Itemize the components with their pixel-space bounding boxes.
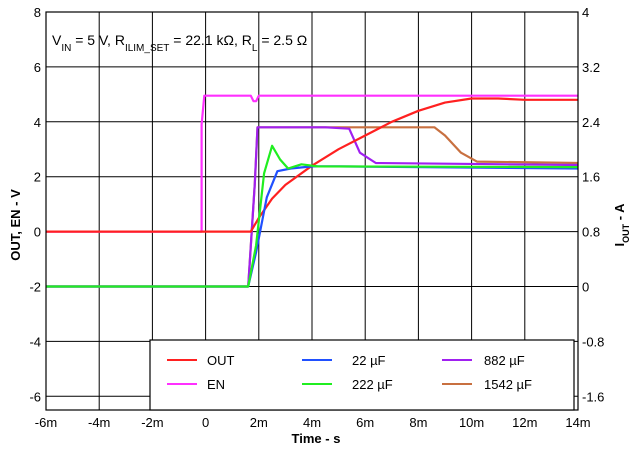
x-tick-label: 0 — [202, 415, 209, 430]
legend-label-222uf: 222 µF — [352, 377, 393, 392]
series-line-222-f — [46, 144, 579, 288]
right-y-tick-label: 2.4 — [582, 115, 600, 130]
annotation: VIN = 5 V, RILIM_SET = 22.1 kΩ, RL = 2.5… — [52, 32, 307, 54]
x-tick-label: -4m — [88, 415, 110, 430]
x-tick-label: 10m — [459, 415, 484, 430]
right-y-tick-label: -0.8 — [582, 334, 604, 349]
left-y-tick-label: -6 — [29, 389, 41, 404]
left-y-axis-title: OUT, EN - V — [8, 189, 23, 261]
left-y-axis-ticks: 8 6 4 2 0 -2 -4 -6 — [29, 5, 41, 404]
left-y-tick-label: 2 — [34, 170, 41, 185]
right-y-tick-label: 1.6 — [582, 170, 600, 185]
right-y-axis-title: IOUT - A — [612, 203, 631, 247]
right-y-tick-label: 4 — [582, 5, 589, 20]
x-tick-label: -2m — [141, 415, 163, 430]
left-y-tick-label: -4 — [29, 334, 41, 349]
left-y-tick-label: 8 — [34, 5, 41, 20]
x-tick-label: 8m — [409, 415, 427, 430]
series-line-out — [46, 97, 578, 233]
x-tick-label: 4m — [303, 415, 321, 430]
left-y-tick-label: 6 — [34, 60, 41, 75]
right-y-tick-label: 0 — [582, 279, 589, 294]
legend-label-882uf: 882 µF — [484, 353, 525, 368]
legend-box — [149, 339, 575, 411]
legend: OUT EN 22 µF 222 µF 882 µF 1542 µF — [149, 339, 575, 411]
right-y-tick-label: 0.8 — [582, 225, 600, 240]
left-y-tick-label: 0 — [34, 225, 41, 240]
series-line-882-f — [46, 126, 579, 288]
legend-label-en: EN — [207, 377, 225, 392]
right-y-tick-label: -1.6 — [582, 389, 604, 404]
left-y-tick-label: -2 — [29, 279, 41, 294]
right-y-tick-label: 3.2 — [582, 60, 600, 75]
right-y-axis-ticks: 4 3.2 2.4 1.6 0.8 0 -0.8 -1.6 — [582, 5, 604, 404]
x-tick-label: 2m — [250, 415, 268, 430]
legend-label-22uf: 22 µF — [352, 353, 386, 368]
series-line-en — [46, 94, 578, 233]
x-tick-label: 12m — [512, 415, 537, 430]
series-lines — [46, 94, 579, 288]
x-tick-label: -6m — [35, 415, 57, 430]
legend-label-out: OUT — [207, 353, 235, 368]
x-axis-title: Time - s — [292, 431, 341, 446]
x-tick-label: 6m — [356, 415, 374, 430]
legend-label-1542uf: 1542 µF — [484, 377, 532, 392]
x-axis-ticks: -6m -4m -2m 0 2m 4m 6m 8m 10m 12m 14m — [35, 415, 591, 430]
left-y-tick-label: 4 — [34, 115, 41, 130]
x-tick-label: 14m — [565, 415, 590, 430]
